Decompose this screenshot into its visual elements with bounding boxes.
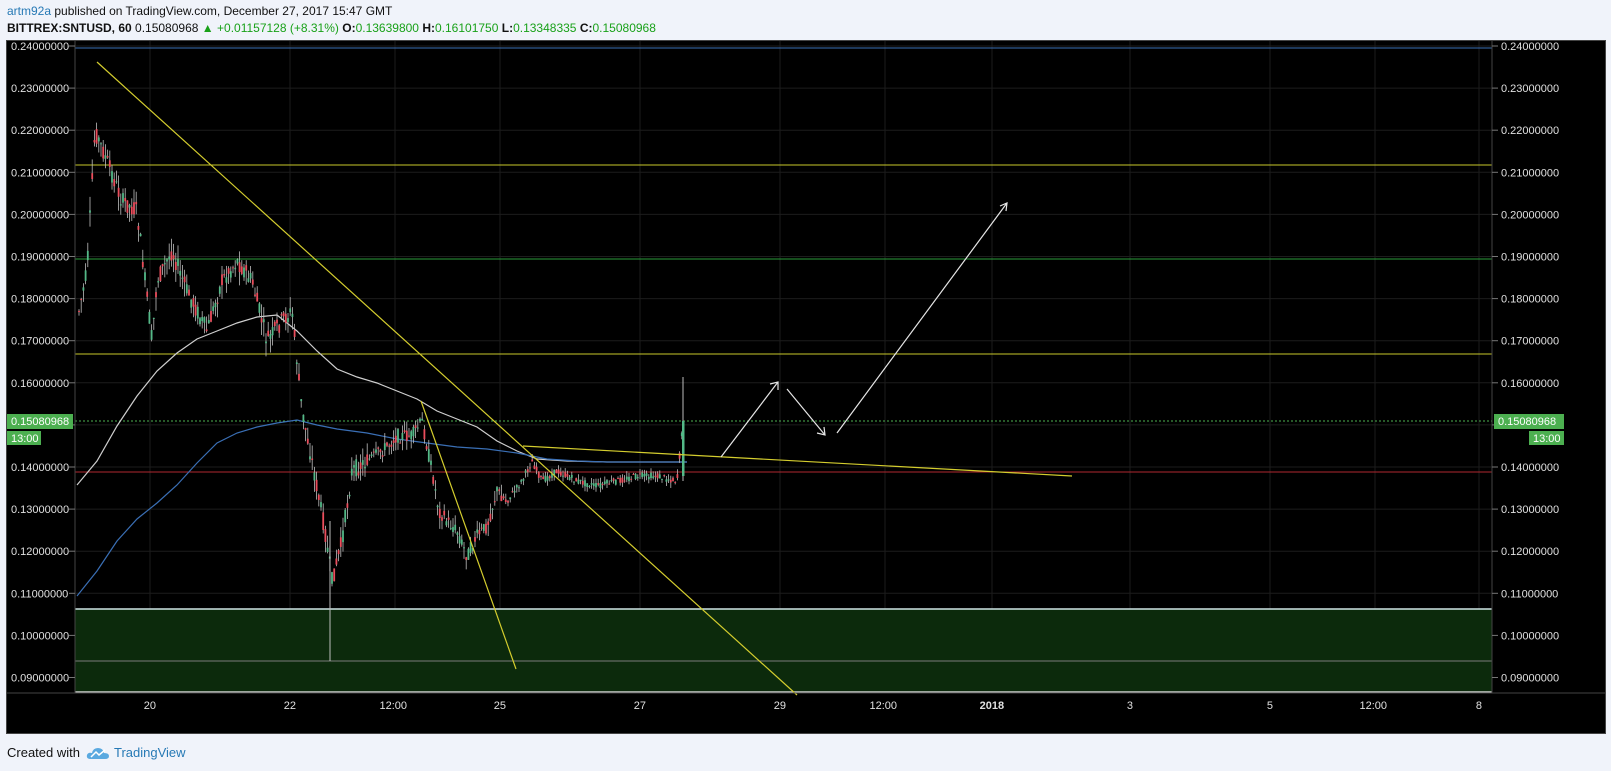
price-tick-right: 0.11000000 [1501, 588, 1558, 600]
time-tick: 22 [284, 700, 296, 712]
time-tick: 3 [1127, 700, 1133, 712]
price-tick-left: 0.13000000 [11, 504, 69, 516]
footer: Created with TradingView [7, 745, 186, 760]
time-tick: 25 [494, 700, 506, 712]
price-tick-right: 0.12000000 [1501, 546, 1559, 558]
price-tick-left: 0.21000000 [11, 167, 69, 179]
open-label: O: [342, 21, 356, 35]
countdown-tag-right [1529, 431, 1564, 445]
chart-grid [75, 41, 1492, 693]
price-tick-right: 0.16000000 [1501, 378, 1559, 390]
ma-slow-line[interactable] [76, 419, 687, 597]
published-text: published on TradingView.com, December 2… [54, 4, 393, 18]
last-price: 0.15080968 [135, 21, 199, 35]
arrow-up-2 [836, 202, 1008, 434]
ohlc-legend: BITTREX:SNTUSD, 60 0.15080968 ▲ +0.01157… [7, 21, 656, 35]
time-tick: 8 [1476, 700, 1482, 712]
price-tick-right: 0.19000000 [1501, 252, 1559, 264]
arrow-head-2 [816, 426, 826, 436]
symbol-label: BITTREX:SNTUSD, 60 [7, 21, 132, 35]
price-tick-left: 0.17000000 [11, 336, 69, 348]
price-tag-right-text: 0.15080968 [1498, 416, 1556, 428]
moving-averages [76, 314, 687, 597]
low-label: L: [501, 21, 514, 35]
low-value: 0.13348335 [513, 21, 577, 35]
price-axis-left: 0.24000000 0.23000000 0.22000000 0.21000000… [11, 41, 75, 685]
high-label: H: [422, 21, 435, 35]
arrow-head-3 [999, 202, 1008, 212]
price-tick-right: 0.24000000 [1501, 41, 1559, 53]
price-tag-left [7, 414, 73, 429]
price-tag-left-text: 0.15080968 [11, 416, 69, 428]
price-tick-left: 0.19000000 [11, 252, 69, 264]
price-tick-right: 0.22000000 [1501, 125, 1559, 137]
steep-trendline[interactable] [420, 400, 517, 670]
price-tick-right: 0.21000000 [1501, 167, 1559, 179]
time-tick: 27 [634, 700, 646, 712]
created-with-label: Created with [7, 745, 80, 760]
time-tick: 12:00 [380, 700, 408, 712]
close-label: C: [579, 21, 593, 35]
tradingview-brand-text: TradingView [113, 745, 186, 760]
up-arrow-icon: ▲ [201, 21, 214, 35]
price-axis-right: 0.24000000 0.23000000 0.22000000 0.21000000… [1492, 41, 1559, 685]
tradingview-link[interactable]: TradingView [86, 745, 186, 760]
price-tick-left: 0.22000000 [11, 125, 69, 137]
arrow-down [786, 388, 826, 436]
arrow-head-1 [769, 381, 779, 390]
projection-arrows[interactable] [720, 202, 1008, 458]
close-value: 0.15080968 [592, 21, 656, 35]
arrow-up-1 [720, 381, 779, 458]
price-tick-left: 0.14000000 [11, 462, 69, 474]
countdown-left-text: 13:00 [11, 433, 39, 445]
price-tick-right: 0.10000000 [1501, 630, 1559, 642]
descending-trendline[interactable] [96, 61, 798, 696]
time-tick: 20 [144, 700, 156, 712]
open-value: 0.13639800 [355, 21, 419, 35]
price-tick-left: 0.12000000 [11, 546, 69, 558]
price-tick-left: 0.20000000 [11, 209, 69, 221]
time-tick: 5 [1267, 700, 1273, 712]
chart-frame[interactable]: 0.24000000 0.23000000 0.22000000 0.21000000… [6, 40, 1606, 734]
price-tick-right: 0.18000000 [1501, 294, 1559, 306]
price-change: +0.01157128 (+8.31%) [217, 21, 339, 35]
price-tick-left: 0.16000000 [11, 378, 69, 390]
high-value: 0.16101750 [435, 21, 499, 35]
price-tag-right [1494, 414, 1564, 429]
support-zone[interactable] [75, 609, 1492, 693]
flat-trendline[interactable] [522, 445, 1073, 477]
time-tick: 2018 [980, 700, 1004, 712]
time-tick: 29 [774, 700, 786, 712]
countdown-tag-left [7, 431, 41, 445]
price-tick-right: 0.23000000 [1501, 83, 1559, 95]
candles [78, 122, 685, 661]
time-tick: 12:00 [1360, 700, 1388, 712]
price-tick-right: 0.20000000 [1501, 209, 1559, 221]
price-tick-left: 0.11000000 [11, 588, 68, 600]
tradingview-cloud-icon [86, 747, 109, 759]
price-chart[interactable]: 0.24000000 0.23000000 0.22000000 0.21000000… [7, 41, 1605, 733]
price-tick-right: 0.09000000 [1501, 673, 1559, 685]
time-tick: 12:00 [870, 700, 898, 712]
time-axis: 20 22 12:00 25 27 29 12:00 2018 3 5 12:00 8 [144, 700, 1482, 712]
publish-info: artm92a published on TradingView.com, De… [7, 4, 392, 18]
price-tick-left: 0.10000000 [11, 630, 69, 642]
price-tick-right: 0.13000000 [1501, 504, 1559, 516]
author-link[interactable]: artm92a [7, 4, 52, 18]
price-tick-left: 0.18000000 [11, 294, 69, 306]
countdown-right-text: 13:00 [1533, 433, 1561, 445]
price-tick-left: 0.09000000 [11, 673, 69, 685]
price-tick-right: 0.17000000 [1501, 336, 1559, 348]
price-tick-left: 0.23000000 [11, 83, 69, 95]
price-tick-right: 0.14000000 [1501, 462, 1559, 474]
price-tick-left: 0.24000000 [11, 41, 69, 53]
